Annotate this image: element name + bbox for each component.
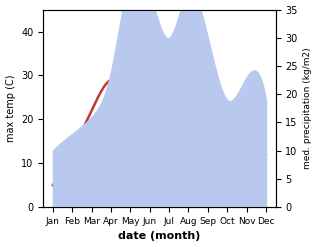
- Y-axis label: max temp (C): max temp (C): [5, 75, 16, 142]
- Y-axis label: med. precipitation (kg/m2): med. precipitation (kg/m2): [303, 48, 313, 169]
- X-axis label: date (month): date (month): [118, 231, 201, 242]
